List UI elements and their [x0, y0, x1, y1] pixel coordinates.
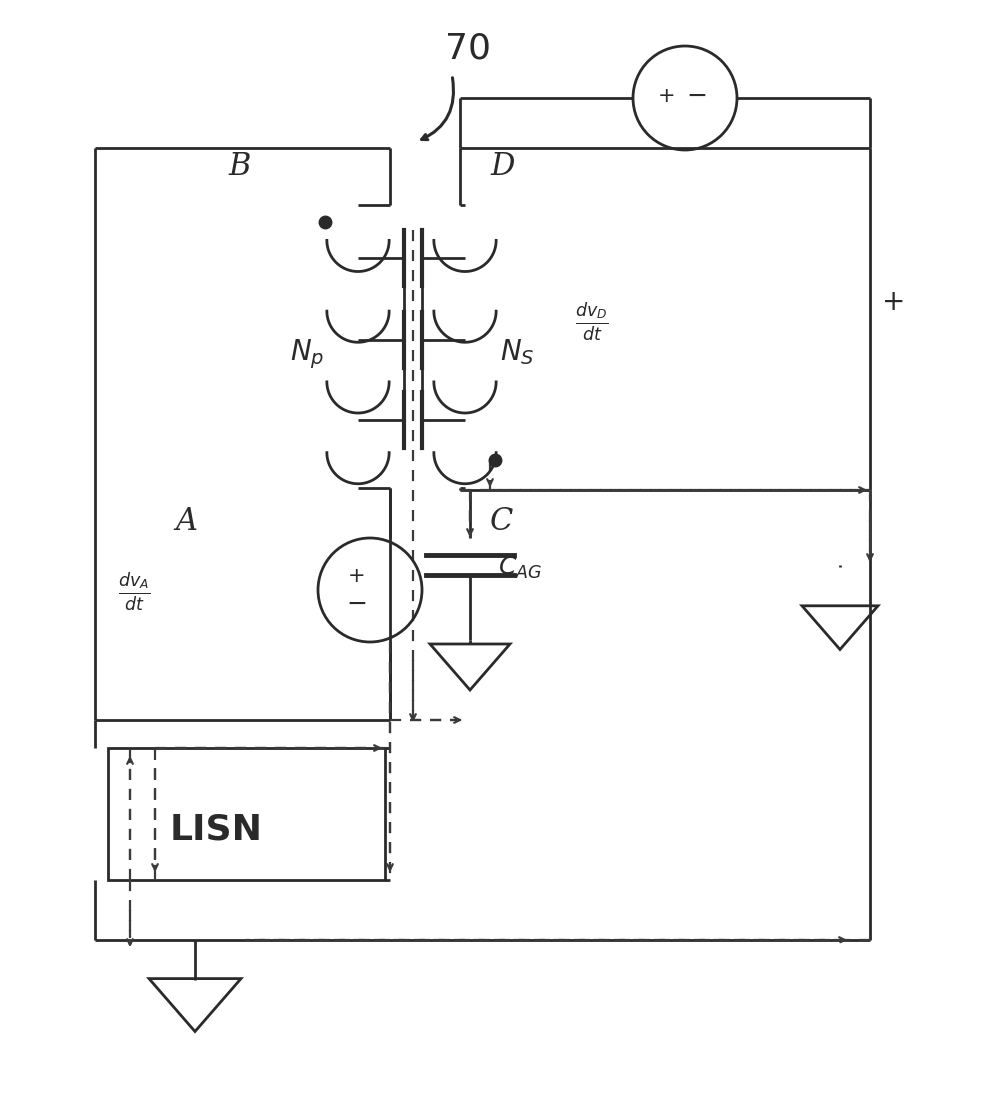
Text: +: +	[882, 288, 905, 316]
Text: −: −	[687, 84, 708, 108]
Text: +: +	[348, 566, 366, 586]
Text: $N_p$: $N_p$	[290, 337, 324, 371]
Text: C: C	[490, 506, 513, 537]
Text: B: B	[229, 151, 251, 182]
Text: LISN: LISN	[170, 812, 263, 848]
Text: $\frac{dv_D}{dt}$: $\frac{dv_D}{dt}$	[575, 300, 609, 343]
Text: $\frac{dv_A}{dt}$: $\frac{dv_A}{dt}$	[118, 570, 151, 613]
Text: $N_S$: $N_S$	[500, 337, 535, 367]
Bar	[108, 748, 385, 880]
Text: +: +	[659, 87, 676, 106]
Text: $C_{AG}$: $C_{AG}$	[498, 555, 542, 581]
Text: D: D	[490, 151, 515, 182]
Text: 70: 70	[445, 31, 491, 65]
Text: −: −	[346, 592, 367, 616]
Text: A: A	[175, 506, 197, 537]
